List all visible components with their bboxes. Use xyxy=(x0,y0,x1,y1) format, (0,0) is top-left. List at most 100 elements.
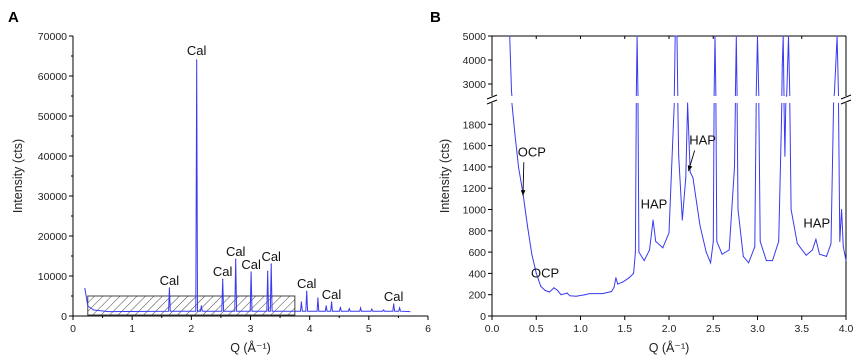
x-tick-label: 2.5 xyxy=(706,323,721,335)
data-point xyxy=(511,107,513,109)
y-tick-label: 4000 xyxy=(463,55,487,67)
x-tick-label: 4 xyxy=(307,323,313,335)
peak-point xyxy=(348,308,350,310)
data-point xyxy=(510,90,512,92)
x-tick-label: 5 xyxy=(366,323,372,335)
data-point xyxy=(649,249,651,251)
y-tick-label: 600 xyxy=(468,247,486,259)
data-point xyxy=(805,254,807,256)
x-tick-label: 1 xyxy=(129,323,135,335)
peak-point xyxy=(196,59,198,61)
data-point xyxy=(721,253,723,255)
data-point xyxy=(674,35,676,37)
data-point xyxy=(662,247,664,249)
data-point xyxy=(830,243,832,245)
data-point xyxy=(588,293,590,295)
data-point xyxy=(733,166,735,168)
panel-label-a: A xyxy=(8,9,19,26)
data-point xyxy=(584,294,586,296)
peak-point xyxy=(300,301,302,303)
peak-annotation: Cal xyxy=(213,264,233,279)
x-tick-label: 0 xyxy=(70,323,76,335)
axis-break-mark xyxy=(840,94,852,100)
data-point xyxy=(735,35,737,37)
data-point xyxy=(778,240,780,242)
data-point xyxy=(689,171,691,173)
x-tick-label: 4.0 xyxy=(839,323,854,335)
data-point xyxy=(633,272,635,274)
spectrum-line xyxy=(509,35,847,297)
data-point xyxy=(549,291,551,293)
data-point xyxy=(655,240,657,242)
data-point xyxy=(836,35,838,37)
peak-annotation: HAP xyxy=(803,216,830,231)
y-tick-label: 10000 xyxy=(38,271,67,283)
data-point xyxy=(765,260,767,262)
arrow-head xyxy=(520,190,526,196)
data-point xyxy=(699,224,701,226)
data-point xyxy=(556,289,558,291)
peak-point xyxy=(359,307,362,309)
data-point xyxy=(622,281,624,283)
axis-break-mark xyxy=(840,99,852,105)
data-point xyxy=(748,262,750,264)
spectrum-line xyxy=(84,59,411,313)
y-tick-label: 70000 xyxy=(38,31,67,43)
data-point xyxy=(560,294,562,296)
data-point xyxy=(676,35,678,37)
x-axis-label: Q (Å⁻¹) xyxy=(649,340,690,355)
data-point xyxy=(754,246,756,248)
peak-annotation: Cal xyxy=(297,276,317,291)
data-point xyxy=(636,35,638,37)
peak-point xyxy=(270,263,272,265)
data-point xyxy=(526,224,528,226)
data-point xyxy=(796,243,798,245)
data-point xyxy=(610,291,612,293)
data-point xyxy=(509,35,511,37)
data-point xyxy=(782,35,784,37)
y-tick-label: 30000 xyxy=(38,191,67,203)
data-point xyxy=(617,283,619,285)
y-tick-label: 1800 xyxy=(463,119,487,131)
data-point xyxy=(678,155,680,157)
data-point xyxy=(628,277,630,279)
data-point xyxy=(672,123,674,125)
y-tick-label: 3000 xyxy=(463,79,487,91)
x-tick-label: 0.0 xyxy=(485,323,500,335)
peak-point xyxy=(250,271,252,273)
peak-annotation: OCP xyxy=(518,144,546,159)
data-point xyxy=(602,293,604,295)
data-point xyxy=(784,155,786,157)
data-point xyxy=(638,251,640,253)
panel-b: B 0 200 400 600 800 1000 1200 1400 1600 1800 3000 40… xyxy=(430,9,853,355)
data-point xyxy=(757,35,758,37)
data-point xyxy=(842,246,844,248)
x-tick-label: 3.5 xyxy=(794,323,809,335)
data-point xyxy=(839,240,841,242)
x-tick-label: 1.5 xyxy=(617,323,632,335)
y-tick-label: 50000 xyxy=(38,111,67,123)
data-point xyxy=(728,249,730,251)
y-axis-label: Intensity (cts) xyxy=(438,139,452,213)
data-point xyxy=(833,102,835,104)
data-point xyxy=(737,209,739,210)
data-point xyxy=(845,260,847,262)
y-tick-label: 60000 xyxy=(38,71,67,83)
peak-annotation: Cal xyxy=(241,257,261,272)
peak-point xyxy=(339,306,342,308)
data-point xyxy=(540,285,542,287)
data-point xyxy=(780,123,782,125)
peak-point xyxy=(371,308,373,310)
data-point xyxy=(833,90,835,92)
data-point xyxy=(818,253,820,255)
y-tick-label: 1000 xyxy=(463,205,487,217)
peak-point xyxy=(399,307,401,309)
x-tick-label: 3.0 xyxy=(750,323,765,335)
peak-point xyxy=(235,258,237,260)
peak-point xyxy=(330,301,333,303)
data-point xyxy=(575,295,577,297)
y-tick-label: 20000 xyxy=(38,231,67,243)
peak-annotation: HAP xyxy=(641,196,668,211)
peak-point xyxy=(325,305,327,307)
